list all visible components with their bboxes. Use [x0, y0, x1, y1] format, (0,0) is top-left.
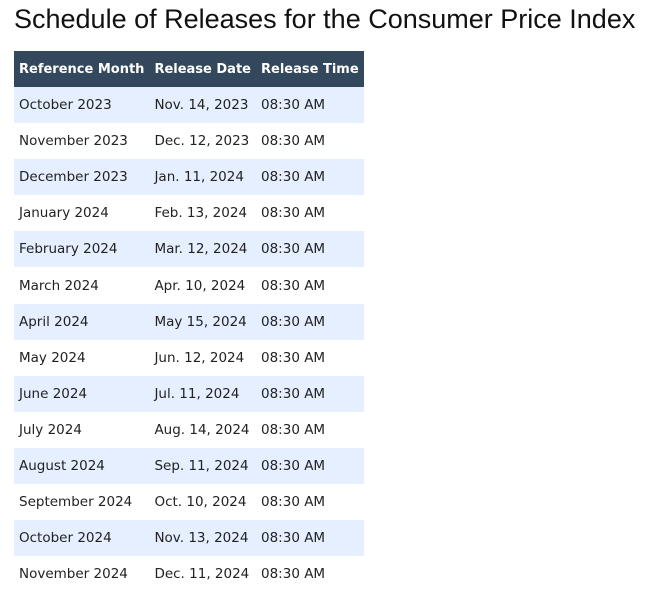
- table-cell: Sep. 11, 2024: [149, 447, 256, 485]
- table-cell: 08:30 AM: [261, 494, 326, 511]
- table-row: May 2024 Jun. 12, 2024 08:30 AM: [14, 340, 364, 376]
- table-cell: Nov. 14, 2023: [149, 87, 256, 124]
- table-cell: July 2024: [19, 421, 82, 438]
- table-cell: 08:30 AM: [256, 231, 364, 268]
- table-cell: Jul. 11, 2024: [149, 375, 256, 412]
- table-cell: 08:30 AM: [261, 133, 326, 150]
- table-cell: Feb. 13, 2024: [154, 205, 248, 222]
- header-row: Reference Month Release Date Release Time: [14, 51, 364, 87]
- table-cell: 08:30 AM: [261, 277, 326, 294]
- release-table: Reference Month Release Date Release Time …: [14, 51, 364, 592]
- table-cell: April 2024: [14, 303, 150, 340]
- table-cell: May 2024: [19, 349, 86, 366]
- table-row: October 2024 Nov. 13, 2024 08:30 AM: [14, 520, 364, 557]
- table-row: October 2023 Nov. 14, 2023 08:30 AM: [14, 87, 364, 124]
- table-row: February 2024 Mar. 12, 2024 08:30 AM: [14, 231, 364, 268]
- table-cell: 08:30 AM: [261, 205, 326, 222]
- table-cell: 08:30 AM: [256, 159, 364, 196]
- table-cell: August 2024: [14, 447, 150, 485]
- table-cell: Apr. 10, 2024: [154, 277, 246, 294]
- table-cell: March 2024: [19, 277, 99, 294]
- table-cell: Mar. 12, 2024: [149, 231, 256, 268]
- table-cell: January 2024: [19, 205, 109, 222]
- table-cell: February 2024: [14, 231, 150, 268]
- table-cell: 08:30 AM: [256, 303, 364, 340]
- table-cell: 08:30 AM: [256, 87, 364, 124]
- table-cell: November 2024: [19, 566, 128, 583]
- table-body: October 2023 Nov. 14, 2023 08:30 AM Novembe…: [14, 87, 364, 592]
- page-title: Schedule of Releases for the Consumer Pr…: [14, 4, 636, 34]
- table-cell: Jun. 12, 2024: [154, 349, 245, 366]
- table-cell: October 2023: [14, 87, 150, 124]
- table-cell: Jan. 11, 2024: [149, 159, 256, 196]
- table-cell: Dec. 12, 2023: [154, 133, 250, 150]
- table-cell: 08:30 AM: [256, 447, 364, 485]
- table-cell: May 15, 2024: [149, 303, 256, 340]
- table-cell: June 2024: [14, 375, 150, 412]
- table-cell: 08:30 AM: [256, 375, 364, 412]
- table-cell: 08:30 AM: [261, 349, 326, 366]
- column-header: Release Date: [149, 51, 256, 87]
- table-cell: Aug. 14, 2024: [154, 421, 250, 438]
- table-cell: Dec. 11, 2024: [154, 566, 250, 583]
- table-row: January 2024 Feb. 13, 2024 08:30 AM: [14, 195, 364, 231]
- table-row: March 2024 Apr. 10, 2024 08:30 AM: [14, 267, 364, 303]
- column-header: Release Time: [256, 51, 364, 87]
- table-row: July 2024 Aug. 14, 2024 08:30 AM: [14, 412, 364, 448]
- table-row: November 2023 Dec. 12, 2023 08:30 AM: [14, 123, 364, 159]
- table-cell: 08:30 AM: [261, 566, 326, 583]
- table-row: November 2024 Dec. 11, 2024 08:30 AM: [14, 556, 364, 592]
- table-row: June 2024 Jul. 11, 2024 08:30 AM: [14, 375, 364, 412]
- table-row: August 2024 Sep. 11, 2024 08:30 AM: [14, 447, 364, 485]
- table-cell: 08:30 AM: [261, 421, 326, 438]
- table-cell: December 2023: [14, 159, 150, 196]
- table-cell: September 2024: [19, 494, 133, 511]
- table-cell: October 2024: [14, 520, 150, 557]
- table-cell: 08:30 AM: [256, 520, 364, 557]
- table-row: April 2024 May 15, 2024 08:30 AM: [14, 303, 364, 340]
- table-row: September 2024 Oct. 10, 2024 08:30 AM: [14, 484, 364, 520]
- table-row: December 2023 Jan. 11, 2024 08:30 AM: [14, 159, 364, 196]
- column-header: Reference Month: [14, 51, 150, 87]
- table-cell: November 2023: [19, 133, 128, 150]
- table-cell: Oct. 10, 2024: [154, 494, 247, 511]
- table-cell: Nov. 13, 2024: [149, 520, 256, 557]
